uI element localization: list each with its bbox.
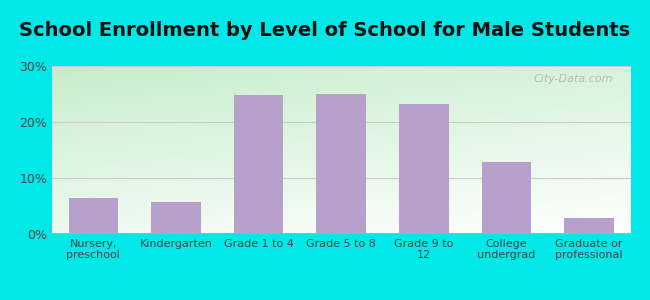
- Text: City-Data.com: City-Data.com: [534, 74, 613, 84]
- Bar: [317, 94, 366, 234]
- Text: School Enrollment by Level of School for Male Students: School Enrollment by Level of School for…: [20, 21, 630, 40]
- Bar: [564, 218, 614, 234]
- Bar: [68, 198, 118, 234]
- Bar: [151, 202, 201, 234]
- Bar: [482, 162, 531, 234]
- Bar: [234, 95, 283, 234]
- Bar: [399, 104, 448, 234]
